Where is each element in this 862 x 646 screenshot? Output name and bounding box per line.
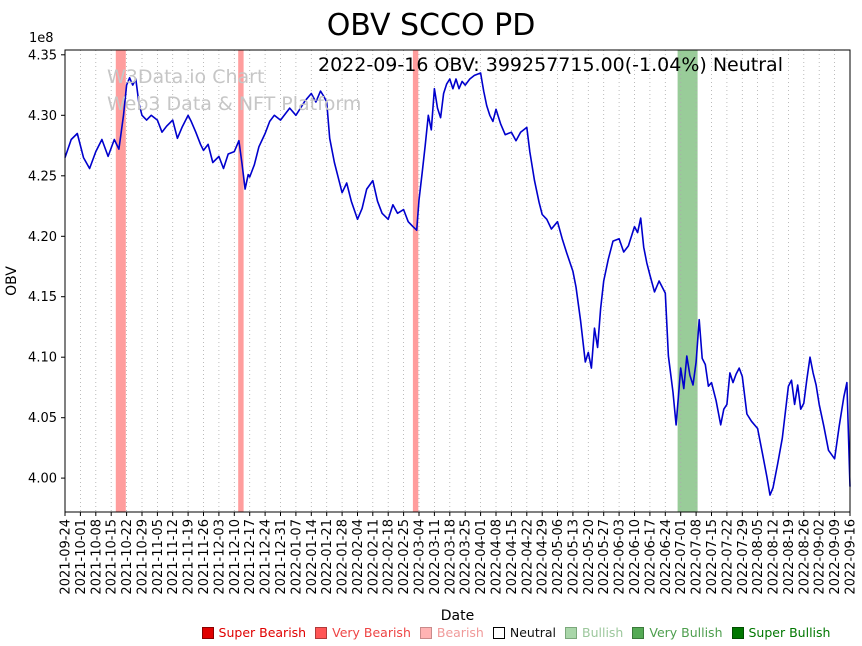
x-tick-label: 2022-09-16: [844, 519, 859, 595]
x-tick-label: 2022-05-20: [582, 519, 597, 595]
signal-band-very-bearish: [115, 50, 126, 512]
watermark-line1: W3Data.io Chart: [107, 66, 265, 88]
x-tick-label: 2022-06-10: [628, 519, 643, 595]
legend-label: Very Bullish: [649, 625, 723, 640]
x-tick-label: 2021-12-24: [259, 519, 274, 595]
x-tick-label: 2021-12-17: [243, 519, 258, 595]
y-tick-label: 4.30: [28, 109, 57, 124]
y-axis-label: OBV: [4, 266, 20, 296]
x-tick-label: 2022-07-15: [705, 519, 720, 595]
x-tick-label: 2022-04-01: [474, 519, 489, 595]
x-tick-label: 2022-04-08: [490, 519, 505, 595]
x-tick-label: 2022-05-13: [566, 519, 581, 595]
x-tick-label: 2021-11-12: [166, 519, 181, 595]
y-tick-label: 4.15: [28, 290, 57, 305]
x-tick-label: 2021-11-05: [151, 519, 166, 595]
obv-line: [64, 72, 851, 496]
watermark-line2: Web3 Data & NFT Platform: [107, 93, 362, 115]
x-tick-label: 2022-06-03: [613, 519, 628, 595]
x-tick-label: 2022-01-07: [289, 519, 304, 595]
legend-item-bearish: Bearish: [419, 625, 484, 640]
x-tick-label: 2022-03-04: [413, 519, 428, 595]
x-tick-label: 2022-08-05: [751, 519, 766, 595]
x-tick-label: 2022-05-06: [551, 519, 566, 595]
x-tick-label: 2022-02-04: [351, 519, 366, 595]
legend-item-neutral: Neutral: [492, 625, 556, 640]
x-tick-label: 2022-03-18: [443, 519, 458, 595]
x-tick-label: 2021-12-31: [274, 519, 289, 595]
legend-swatch: [565, 626, 577, 639]
x-axis-label: Date: [441, 608, 474, 624]
x-tick-label: 2022-02-11: [366, 519, 381, 595]
signal-band-very-bullish: [677, 50, 698, 512]
x-tick-label: 2021-09-24: [59, 519, 74, 595]
x-tick-label: 2022-07-29: [736, 519, 751, 595]
legend-label: Neutral: [509, 625, 556, 640]
x-tick-label: 2021-12-10: [228, 519, 243, 595]
x-tick-label: 2021-10-29: [136, 519, 151, 595]
x-tick-label: 2022-09-02: [813, 519, 828, 595]
x-tick-label: 2022-03-25: [459, 519, 474, 595]
legend-swatch: [315, 626, 328, 639]
x-tick-label: 2021-12-03: [212, 519, 227, 595]
x-tick-label: 2022-06-24: [659, 519, 674, 595]
x-tick-label: 2022-01-14: [305, 519, 320, 595]
x-tick-label: 2022-02-25: [397, 519, 412, 595]
x-tick-label: 2021-10-08: [89, 519, 104, 595]
legend-item-super-bearish: Super Bearish: [201, 625, 307, 640]
legend-label: Bearish: [436, 625, 484, 640]
plot-border: [64, 49, 851, 513]
y-tick-label: 4.00: [28, 472, 57, 487]
legend-swatch: [419, 626, 432, 639]
x-tick-label: 2021-10-01: [74, 519, 89, 595]
x-tick-label: 2022-07-08: [690, 519, 705, 595]
legend-label: Super Bullish: [748, 625, 831, 640]
legend-swatch: [201, 626, 214, 639]
x-tick-label: 2022-03-11: [428, 519, 443, 595]
watermark: W3Data.io Chart Web3 Data & NFT Platform: [107, 64, 361, 118]
chart-title: OBV SCCO PD: [326, 8, 536, 43]
y-tick-label: 4.05: [28, 411, 57, 426]
x-tick-label: 2022-04-22: [520, 519, 535, 595]
x-tick-label: 2022-01-28: [336, 519, 351, 595]
legend-item-very-bullish: Very Bullish: [632, 625, 723, 640]
x-tick-label: 2022-08-12: [767, 519, 782, 595]
y-tick-label: 4.10: [28, 351, 57, 366]
legend-swatch: [632, 626, 645, 639]
legend-item-bullish: Bullish: [565, 625, 623, 640]
x-tick-label: 2022-07-22: [720, 519, 735, 595]
x-tick-label: 2022-09-09: [828, 519, 843, 595]
x-tick-label: 2021-10-15: [105, 519, 120, 595]
legend-label: Super Bearish: [218, 625, 307, 640]
x-tick-label: 2022-01-21: [320, 519, 335, 595]
legend-label: Very Bearish: [332, 625, 411, 640]
y-axis-offset-label: 1e8: [29, 31, 54, 46]
signal-band-very-bearish: [238, 50, 244, 512]
chart-subtitle: 2022-09-16 OBV: 399257715.00(-1.04%) Neu…: [318, 54, 783, 76]
x-tick-label: 2022-08-26: [797, 519, 812, 595]
legend-label: Bullish: [582, 625, 624, 640]
x-tick-label: 2022-02-18: [382, 519, 397, 595]
x-tick-label: 2022-05-27: [597, 519, 612, 595]
x-tick-label: 2022-04-29: [536, 519, 551, 595]
x-tick-label: 2022-08-19: [782, 519, 797, 595]
x-tick-label: 2021-10-22: [120, 519, 135, 595]
x-tick-label: 2021-11-26: [197, 519, 212, 595]
signal-band-very-bearish: [412, 50, 419, 512]
y-tick-label: 4.20: [28, 230, 57, 245]
legend-item-very-bearish: Very Bearish: [315, 625, 411, 640]
y-tick-label: 4.25: [28, 169, 57, 184]
y-tick-label: 4.35: [28, 48, 57, 63]
x-tick-label: 2021-11-19: [182, 519, 197, 595]
x-tick-label: 2022-07-01: [674, 519, 689, 595]
x-tick-label: 2022-06-17: [643, 519, 658, 595]
x-tick-label: 2022-04-15: [505, 519, 520, 595]
legend: Super Bearish Very Bearish Bearish Neutral B…: [170, 625, 862, 640]
legend-swatch: [492, 626, 505, 639]
legend-item-super-bullish: Super Bullish: [731, 625, 831, 640]
legend-swatch: [731, 626, 744, 639]
